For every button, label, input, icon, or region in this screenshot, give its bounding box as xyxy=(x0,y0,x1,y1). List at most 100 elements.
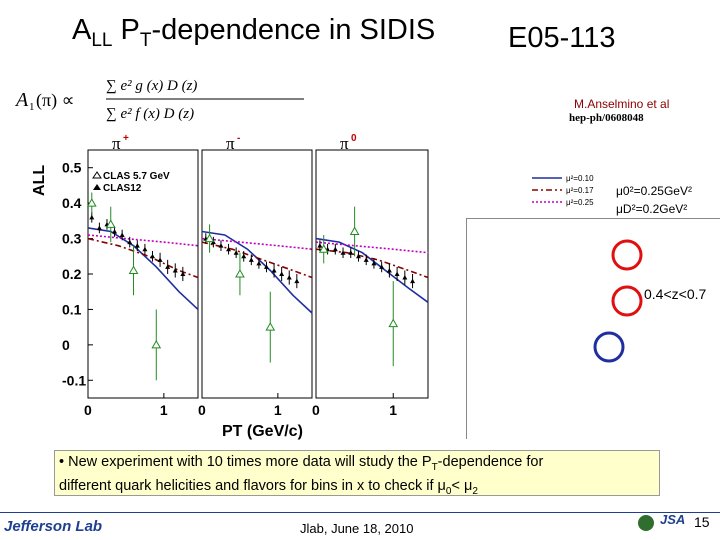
note-mu0-sub: 0 xyxy=(445,485,452,497)
clas12-point xyxy=(142,246,148,252)
theory-curve xyxy=(87,227,199,310)
clas12-point xyxy=(134,243,140,248)
clas12-point xyxy=(279,271,285,276)
clas12-point xyxy=(340,250,346,255)
x-tick-label: 1 xyxy=(274,402,282,418)
clas12-point xyxy=(363,257,369,262)
clas12-point xyxy=(218,243,224,248)
mud-label: μD²=0.2GeV² xyxy=(616,202,688,216)
clas12-point xyxy=(233,250,239,255)
mu0-label: μ0²=0.25GeV² xyxy=(616,184,692,198)
clas12-point xyxy=(386,267,392,273)
clas12-point xyxy=(248,257,254,262)
experiment-label: E05-113 xyxy=(508,22,616,54)
panel-charge-1: - xyxy=(237,133,240,144)
x-tick-label: 0 xyxy=(84,402,92,418)
y-tick-label: 0.1 xyxy=(62,301,82,317)
clas12-point xyxy=(172,267,178,273)
legend-clas57-marker xyxy=(92,171,102,179)
theory-curve xyxy=(87,237,199,279)
doe-seal-icon xyxy=(638,515,654,531)
reference-id: hep-ph/0608048 xyxy=(569,112,644,124)
theory-curve xyxy=(201,241,313,279)
clas57-point xyxy=(128,265,139,274)
svg-text:∑ e² f (x) D (z): ∑ e² f (x) D (z) xyxy=(106,106,194,122)
panel-charge-2: 0 xyxy=(351,133,357,144)
legend-curve-label: μ²=0.17 xyxy=(566,186,594,195)
clas12-point xyxy=(332,246,338,252)
theory-curve xyxy=(201,237,313,250)
theory-curve xyxy=(87,234,199,247)
clas12-point xyxy=(355,253,361,259)
page-number: 15 xyxy=(694,514,710,530)
summary-note: • New experiment with 10 times more data… xyxy=(54,450,660,497)
title-p-sub: T xyxy=(139,29,152,51)
clas12-point xyxy=(112,228,118,234)
clas12-point xyxy=(317,243,323,248)
clas57-point xyxy=(86,198,97,207)
svg-text:A: A xyxy=(14,89,29,111)
theory-curve xyxy=(315,248,429,279)
x-axis-label: PT (GeV/c) xyxy=(222,423,303,440)
clas57-point xyxy=(105,219,116,228)
panel-label-2: π xyxy=(340,134,349,153)
asymmetry-formula: A 1 (π) ∝ ∑ e² g (x) D (z) ∑ e² f (x) D … xyxy=(14,78,304,122)
clas12-point xyxy=(271,267,277,273)
clas57-point xyxy=(265,322,276,331)
clas12-point xyxy=(165,264,171,269)
note-text-mid: < μ xyxy=(451,477,473,494)
y-axis-label: ALL xyxy=(31,165,48,196)
highlight-ring-red-2 xyxy=(611,285,643,317)
legend-clas57: CLAS 5.7 GeV xyxy=(103,171,170,182)
clas57-point xyxy=(204,233,215,243)
z-cut-label: 0.4<z<0.7 xyxy=(644,286,707,302)
y-tick-label: 0 xyxy=(62,337,70,353)
y-tick-label: -0.1 xyxy=(62,372,86,388)
clas57-point xyxy=(151,339,162,349)
clas12-point xyxy=(348,250,354,255)
footer-divider xyxy=(0,512,720,513)
clas12-point xyxy=(241,253,247,259)
panel-label-0: π xyxy=(112,134,121,153)
clas12-point xyxy=(286,275,292,280)
panel-label-1: π xyxy=(226,134,235,153)
clas12-point xyxy=(256,260,262,266)
jsa-logo: JSA xyxy=(660,512,686,527)
clas12-point xyxy=(226,246,232,252)
note-text-2a: different quark helicities and flavors f… xyxy=(59,477,446,494)
highlight-ring-red-1 xyxy=(611,239,643,271)
clas57-point xyxy=(349,226,360,235)
panel-frame-2 xyxy=(315,149,429,399)
y-tick-label: 0.2 xyxy=(62,266,82,282)
note-mu2-sub: 2 xyxy=(472,485,478,497)
theory-curve xyxy=(315,237,429,303)
footer-date: Jlab, June 18, 2010 xyxy=(300,521,414,536)
note-pt-sub: T xyxy=(431,461,438,473)
clas12-point xyxy=(149,253,155,259)
clas12-point xyxy=(402,275,408,280)
y-tick-label: 0.4 xyxy=(62,195,82,211)
legend-curve-label: μ²=0.25 xyxy=(566,198,594,207)
clas12-point xyxy=(180,271,186,276)
highlight-ring-blue xyxy=(593,331,625,363)
clas12-point xyxy=(371,260,377,266)
svg-text:∑ e² g (x) D (z): ∑ e² g (x) D (z) xyxy=(106,78,197,94)
reference-author: M.Anselmino et al xyxy=(574,97,670,111)
title-a: A xyxy=(72,14,92,46)
legend-clas12-marker xyxy=(93,184,101,190)
svg-text:(π) ∝: (π) ∝ xyxy=(36,90,74,111)
x-tick-label: 1 xyxy=(160,402,168,418)
title-rest: -dependence in SIDIS xyxy=(151,14,436,46)
slide-title: ALL PT-dependence in SIDIS xyxy=(72,14,435,52)
clas12-point xyxy=(294,278,300,284)
clas12-point xyxy=(96,225,102,230)
clas12-point xyxy=(410,278,416,284)
clas57-point xyxy=(318,244,329,253)
x-tick-label: 0 xyxy=(312,402,320,418)
y-tick-label: 0.5 xyxy=(62,160,82,176)
note-text-1a: • New experiment with 10 times more data… xyxy=(59,454,432,470)
title-p: P xyxy=(112,14,140,46)
clas12-point xyxy=(379,264,385,269)
x-tick-label: 0 xyxy=(198,402,206,418)
